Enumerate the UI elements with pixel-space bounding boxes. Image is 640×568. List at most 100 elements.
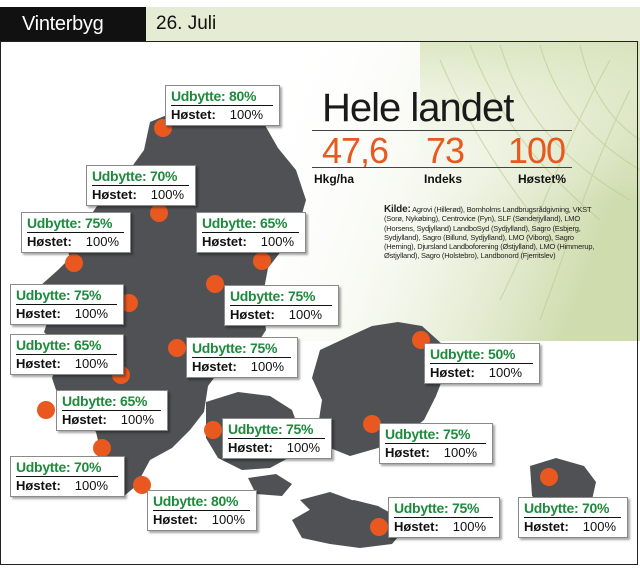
region-label: Udbytte: 75% Høstet: 100% — [21, 212, 131, 253]
region-label: Udbytte: 65% Høstet: 100% — [196, 212, 306, 253]
yield-value: 65% — [119, 393, 148, 409]
yield-value: 75% — [285, 421, 314, 437]
harvest-prefix: Høstet: — [16, 478, 61, 493]
zealand-landmass — [312, 322, 446, 456]
harvest-value: 100% — [85, 234, 120, 249]
yield-prefix: Udbytte: — [27, 215, 82, 231]
region-marker — [120, 294, 138, 312]
region-marker — [540, 468, 558, 486]
yield-value: 50% — [487, 346, 516, 362]
harvest-prefix: Høstet: — [394, 519, 439, 534]
yield-value: 65% — [259, 215, 288, 231]
region-label: Udbytte: 70% Høstet: 100% — [518, 497, 628, 538]
harvest-value: 100% — [582, 519, 617, 534]
region-label: Udbytte: 70% Høstet: 100% — [86, 165, 196, 206]
yield-value: 70% — [149, 168, 178, 184]
title-rule — [312, 130, 572, 131]
harvest-value: 100% — [443, 445, 478, 460]
region-label: Udbytte: 75% Høstet: 100% — [379, 423, 493, 464]
barley-stalks — [439, 44, 640, 321]
source-text: Agrovi (Hillerød), Bornholms Landbrugsrå… — [384, 205, 595, 261]
yield-prefix: Udbytte: — [385, 426, 440, 442]
region-label: Udbytte: 75% Høstet: 100% — [224, 285, 339, 326]
region-label: Udbytte: 50% Høstet: 100% — [424, 343, 540, 384]
region-label: Udbytte: 75% Høstet: 100% — [186, 337, 298, 378]
region-marker — [204, 421, 222, 439]
yield-prefix: Udbytte: — [171, 88, 226, 104]
yield-value: 65% — [73, 337, 102, 353]
harvest-prefix: Høstet: — [228, 440, 273, 455]
yield-prefix: Udbytte: — [430, 346, 485, 362]
yield-prefix: Udbytte: — [228, 421, 283, 437]
yield-prefix: Udbytte: — [230, 288, 285, 304]
yield-value: 75% — [249, 340, 278, 356]
stat-hkg-label: Hkg/ha — [314, 172, 355, 186]
stat-harvested-value: 100 — [508, 130, 566, 171]
yield-prefix: Udbytte: — [202, 215, 257, 231]
barley-field-highlight — [420, 41, 640, 201]
harvest-prefix: Høstet: — [385, 445, 430, 460]
harvest-value: 100% — [74, 306, 109, 321]
stat-index-label: Indeks — [424, 172, 463, 186]
region-label: Udbytte: 80% Høstet: 100% — [147, 490, 257, 531]
date-banner: 26. Juli — [146, 7, 640, 41]
yield-prefix: Udbytte: — [16, 459, 71, 475]
yield-value: 80% — [210, 493, 239, 509]
harvest-prefix: Høstet: — [16, 306, 61, 321]
harvest-value: 100% — [288, 307, 323, 322]
source-note: Kilde: Agrovi (Hillerød), Bornholms Land… — [384, 205, 598, 261]
region-marker — [93, 439, 111, 457]
yield-prefix: Udbytte: — [16, 337, 71, 353]
harvest-value: 100% — [74, 356, 109, 371]
region-marker — [370, 518, 388, 536]
yield-value: 75% — [84, 215, 113, 231]
region-label: Udbytte: 80% Høstet: 100% — [165, 85, 280, 126]
harvest-prefix: Høstet: — [202, 234, 247, 249]
harvest-value: 100% — [286, 440, 321, 455]
yield-prefix: Udbytte: — [153, 493, 208, 509]
harvest-prefix: Høstet: — [92, 187, 137, 202]
yield-value: 75% — [451, 500, 480, 516]
harvest-prefix: Høstet: — [153, 512, 198, 527]
region-marker — [168, 339, 186, 357]
yield-value: 70% — [581, 500, 610, 516]
harvest-value: 100% — [150, 187, 185, 202]
yield-value: 75% — [287, 288, 316, 304]
region-marker — [253, 252, 271, 270]
yield-value: 70% — [73, 459, 102, 475]
region-markers — [37, 119, 558, 536]
harvest-prefix: Høstet: — [171, 107, 216, 122]
yield-value: 80% — [228, 88, 257, 104]
harvest-prefix: Høstet: — [430, 365, 475, 380]
region-marker — [65, 254, 83, 272]
region-marker — [37, 401, 55, 419]
harvest-prefix: Høstet: — [192, 359, 237, 374]
region-marker — [363, 415, 381, 433]
yield-prefix: Udbytte: — [62, 393, 117, 409]
stat-rule — [312, 167, 572, 168]
harvest-prefix: Høstet: — [16, 356, 61, 371]
harvest-value: 100% — [229, 107, 264, 122]
stat-harvested-label: Høstet% — [518, 172, 567, 186]
yield-prefix: Udbytte: — [92, 168, 147, 184]
region-label: Udbytte: 75% Høstet: 100% — [388, 497, 500, 538]
yield-prefix: Udbytte: — [524, 500, 579, 516]
harvest-value: 100% — [488, 365, 523, 380]
harvest-prefix: Høstet: — [27, 234, 72, 249]
yield-prefix: Udbytte: — [394, 500, 449, 516]
region-marker — [150, 204, 168, 222]
region-label: Udbytte: 75% Høstet: 100% — [10, 284, 124, 325]
harvest-value: 100% — [211, 512, 246, 527]
national-title: Hele landet — [322, 86, 514, 130]
region-label: Udbytte: 65% Høstet: 100% — [10, 334, 124, 375]
harvest-value: 100% — [250, 359, 285, 374]
harvest-value: 100% — [452, 519, 487, 534]
region-marker — [133, 476, 151, 494]
stat-hkg-value: 47,6 — [322, 130, 389, 171]
yield-prefix: Udbytte: — [16, 287, 71, 303]
region-label: Udbytte: 75% Høstet: 100% — [222, 418, 332, 459]
harvest-value: 100% — [260, 234, 295, 249]
region-label: Udbytte: 65% Høstet: 100% — [56, 390, 168, 431]
source-heading: Kilde: — [384, 204, 411, 215]
